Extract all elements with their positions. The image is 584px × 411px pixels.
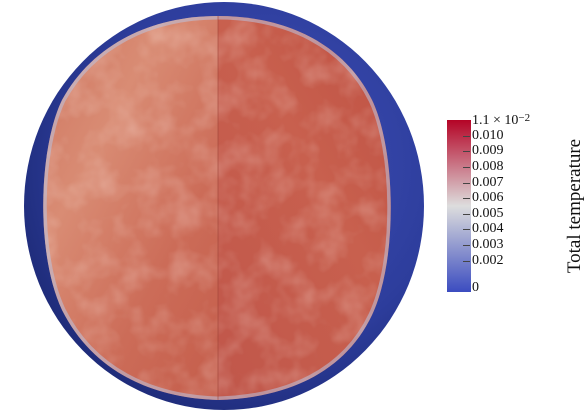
colorbar-gradient	[447, 120, 471, 292]
colorbar-tick-label: 0.002	[472, 252, 504, 268]
colorbar-tick-label: 0.005	[472, 205, 504, 221]
colorbar-tick-mark	[463, 166, 470, 168]
colorbar-tick-label: 0.007	[472, 174, 504, 190]
colorbar-tick-label: 0.003	[472, 237, 504, 253]
colorbar-tick-mark	[463, 198, 470, 200]
temperature-sphere-visualization	[24, 2, 424, 410]
colorbar-tick-mark	[463, 213, 470, 215]
colorbar-tick-label: 0.006	[472, 190, 504, 206]
colorbar-title: Total temperature	[564, 138, 584, 274]
colorbar-min-label: 0	[472, 280, 479, 295]
interior-cutaway	[43, 16, 391, 400]
colorbar-tick-label: 0.004	[472, 221, 504, 237]
colorbar-tick-mark	[463, 151, 470, 153]
colorbar-tick-mark	[463, 245, 470, 247]
colorbar-tick-label: 0.010	[472, 127, 504, 143]
colorbar-tick-mark	[463, 182, 470, 184]
colorbar-tick-label: 0.009	[472, 143, 504, 159]
colorbar-max-label: 1.1 × 10−2	[472, 112, 531, 128]
colorbar-tick-label: 0.008	[472, 158, 504, 174]
colorbar-tick-mark	[463, 260, 470, 262]
colorbar-tick-mark	[463, 229, 470, 231]
colorbar-tick-mark	[463, 135, 470, 137]
